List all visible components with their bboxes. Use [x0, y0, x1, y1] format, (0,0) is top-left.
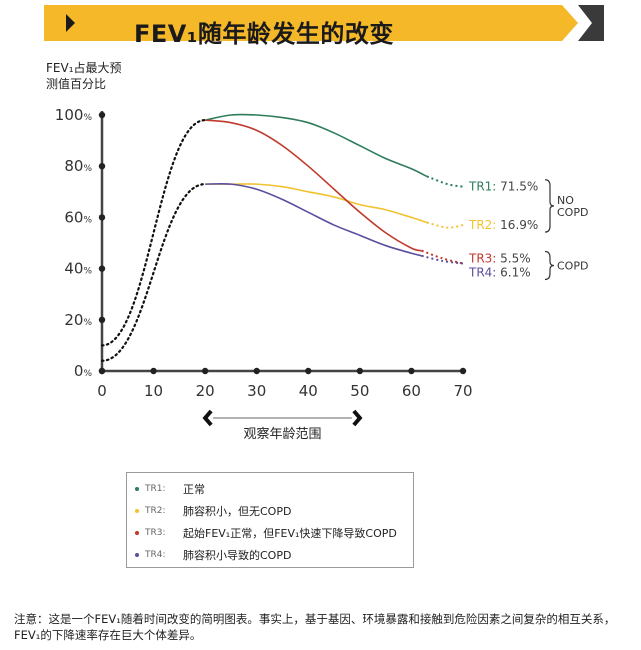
legend-item-tr2: TR2: 肺容积小，但无COPD: [135, 501, 291, 521]
legend-item-tr3: TR3: 起始FEV₁正常，但FEV₁快速下降导致COPD: [135, 523, 397, 543]
legend-item-tr4: TR4: 肺容积小导致的COPD: [135, 545, 291, 565]
legend-desc: 肺容积小，但无COPD: [183, 505, 292, 518]
group-label: COPD: [557, 259, 588, 272]
x-tick-dot: [459, 367, 467, 375]
y-tick-dot: [98, 214, 106, 221]
end-label-tr4: TR4: 6.1%: [468, 265, 531, 279]
legend-code: TR3:: [145, 528, 166, 538]
series-lines: [204, 113, 464, 265]
growth-curve: [100, 119, 207, 347]
x-tick-dot: [150, 367, 157, 375]
x-tick-dot: [253, 367, 260, 375]
growth-curves: [100, 119, 207, 362]
range-right-chevron-icon: [352, 409, 363, 427]
fev1-chart: FEV₁占最大预 测值百分比 0% 20% 40% 60% 80% 100% 0 10 20 30…: [46, 60, 588, 440]
y-tick-label: 80%: [64, 157, 92, 175]
axes: 0% 20% 40% 60% 80% 100% 0 10 20 30 40 50 60 70: [55, 106, 473, 400]
x-tick-dot: [408, 367, 415, 375]
y-tick-dot: [98, 163, 106, 170]
legend-marker: [135, 553, 139, 557]
series-line-tr4: [205, 182, 422, 257]
series-dotted-tr2: [426, 221, 464, 229]
legend-code: TR4:: [145, 550, 166, 560]
x-tick-label: 10: [144, 382, 163, 400]
x-tick-label: 70: [453, 382, 472, 400]
range-left-chevron-icon: [202, 409, 213, 427]
legend-marker: [135, 531, 139, 535]
title-banner: FEV₁随年龄发生的改变: [44, 5, 604, 48]
x-tick-dot: [356, 367, 364, 375]
group-label: NO: [557, 194, 574, 207]
legend-code: TR2:: [145, 506, 166, 516]
end-label-tr1: TR1: 71.5%: [468, 180, 538, 194]
series-line-tr3: [205, 119, 422, 252]
legend-desc: 起始FEV₁正常，但FEV₁快速下降导致COPD: [183, 527, 397, 540]
series-dotted-tr4: [421, 254, 464, 265]
end-labels: TR1: 71.5% TR2: 16.9% TR3: 5.5%TR4: 6.1%: [468, 180, 538, 280]
end-label-tr2: TR2: 16.9%: [468, 218, 538, 232]
group-bracket: [544, 250, 555, 281]
growth-curve: [100, 183, 207, 362]
age-range-indicator: 观察年龄范围: [202, 409, 363, 440]
y-tick-label: 60%: [64, 208, 92, 226]
x-tick-label: 60: [402, 382, 421, 400]
x-tick-dot: [201, 367, 209, 375]
x-tick-dot: [305, 367, 312, 375]
legend-desc: 肺容积小导致的COPD: [183, 549, 292, 562]
series-line-tr1: [204, 113, 428, 178]
y-tick-label: 20%: [64, 311, 92, 329]
legend: TR1: 正常 TR2: 肺容积小，但无COPD TR3: 起始FEV₁正常，但…: [126, 472, 414, 568]
y-tick-label: 100%: [55, 106, 93, 124]
y-axis-label-line-1: FEV₁占最大预: [46, 60, 122, 75]
y-tick-dot: [98, 111, 106, 119]
x-tick-label: 20: [196, 382, 215, 400]
x-tick-label: 30: [247, 382, 266, 400]
y-tick-dot: [98, 316, 106, 323]
legend-marker: [135, 487, 139, 491]
end-label-tr3: TR3: 5.5%: [468, 251, 531, 265]
group-bracket: [544, 179, 555, 233]
legend-code: TR1:: [145, 484, 166, 494]
x-tick-label: 50: [350, 382, 369, 400]
legend-marker: [135, 509, 139, 513]
y-axis-label-line-2: 测值百分比: [46, 76, 106, 91]
series-dotted-tr1: [426, 175, 464, 188]
series-line-tr2: [205, 183, 428, 224]
y-tick-label: 0%: [74, 362, 93, 380]
y-tick-dot: [98, 265, 106, 272]
footnote: 注意：这是一个FEV₁随着时间改变的简明图表。事实上，基于基因、环境暴露和接触到…: [14, 612, 616, 642]
x-axis-label: 观察年龄范围: [243, 427, 321, 440]
legend-item-tr1: TR1: 正常: [135, 479, 205, 499]
x-tick-label: 40: [299, 382, 318, 400]
x-tick-label: 0: [97, 382, 107, 400]
page-title: FEV₁随年龄发生的改变: [134, 20, 394, 48]
legend-desc: 正常: [183, 483, 205, 496]
y-tick-label: 40%: [64, 260, 92, 278]
play-icon: [66, 14, 75, 32]
banner-background: [44, 5, 604, 41]
group-label: COPD: [557, 206, 588, 219]
x-tick-dot: [98, 367, 106, 375]
